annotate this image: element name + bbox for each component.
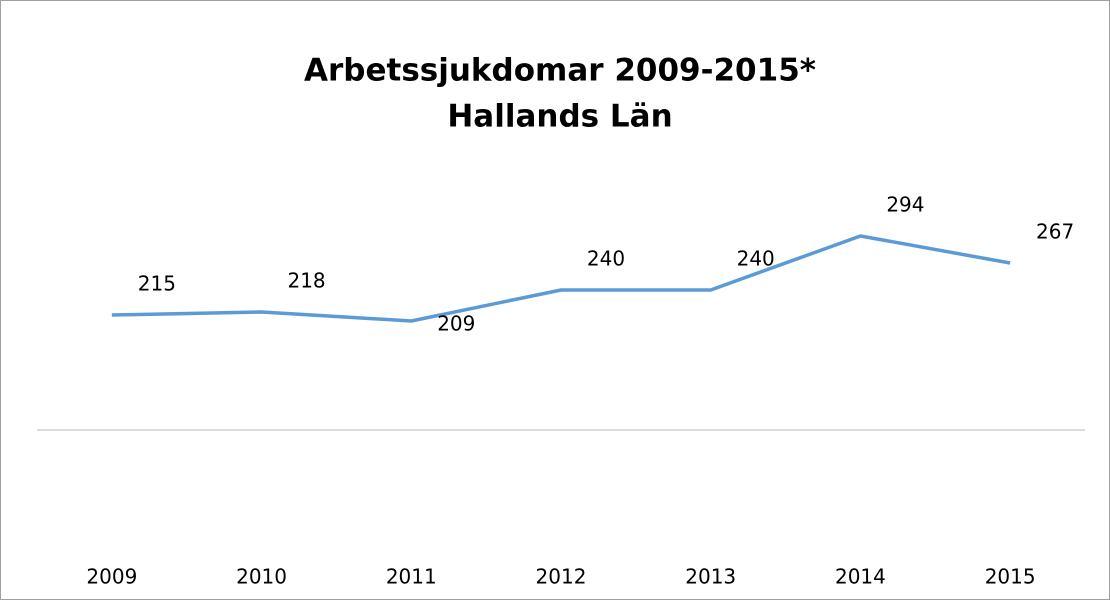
data-line <box>111 234 1011 323</box>
data-label: 267 <box>1036 220 1074 244</box>
data-label: 218 <box>287 269 325 293</box>
chart-subtitle: Hallands Län <box>447 99 672 135</box>
x-tick-label: 2011 <box>386 565 437 589</box>
data-label: 209 <box>437 312 475 336</box>
data-label: 240 <box>587 247 625 271</box>
data-label: 240 <box>737 247 775 271</box>
x-tick-label: 2012 <box>536 565 587 589</box>
x-tick-label: 2013 <box>685 565 736 589</box>
data-label: 294 <box>886 193 924 217</box>
x-tick-label: 2014 <box>835 565 886 589</box>
x-tick-label: 2009 <box>86 565 137 589</box>
x-tick-label: 2015 <box>985 565 1036 589</box>
chart-title: Arbetssjukdomar 2009-2015* <box>304 53 816 89</box>
x-tick-label: 2010 <box>236 565 287 589</box>
data-label: 215 <box>138 272 176 296</box>
